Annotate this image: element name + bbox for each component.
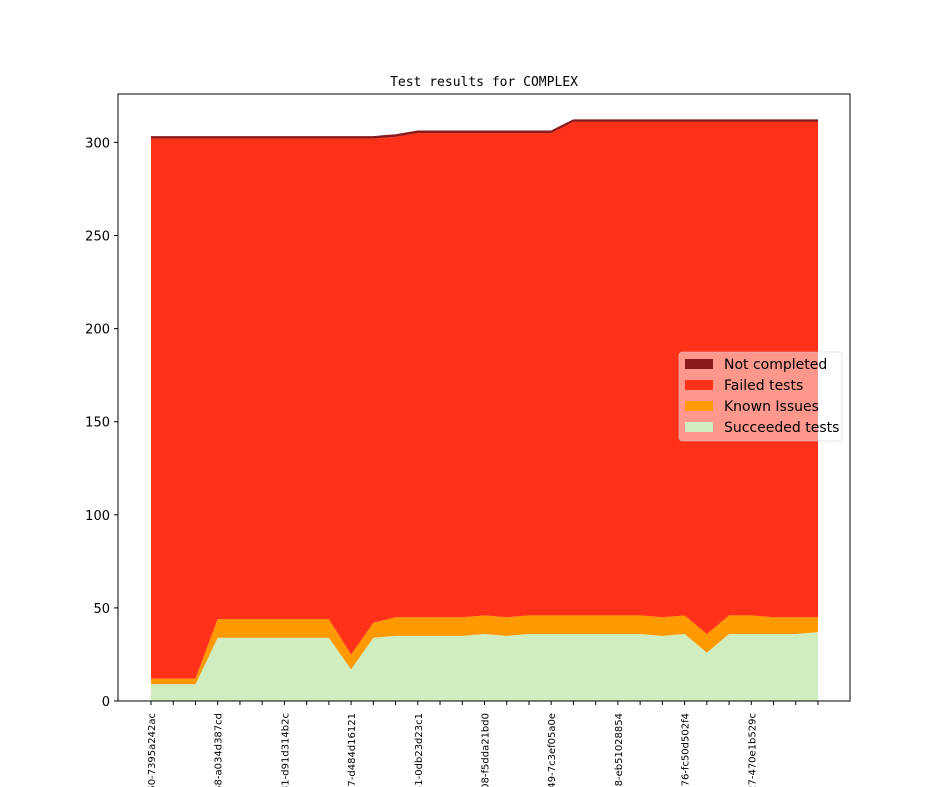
y-tick-label: 200 (85, 323, 110, 338)
y-tick-label: 300 (85, 136, 110, 151)
x-tick-label: 49-7c3ef05a0e (547, 713, 558, 787)
x-tick-label: 58-a034d387cd (214, 713, 225, 787)
legend: Not completed Failed tests Known Issues Suc… (678, 351, 843, 442)
x-tick-label: 08-f5dda21bd0 (481, 713, 492, 787)
legend-swatch (685, 401, 713, 411)
legend-box (678, 351, 843, 442)
legend-label: Failed tests (724, 378, 803, 394)
x-tick-label: 38-eb51028854 (614, 713, 625, 787)
y-tick-label: 250 (85, 230, 110, 245)
y-tick-label: 0 (102, 695, 110, 710)
area-known-issues (151, 615, 818, 685)
area-succeeded-tests (151, 632, 818, 701)
area-failed-tests (151, 121, 818, 679)
y-axis: 0 50 100 150 200 250 300 (85, 136, 118, 710)
plot-areas (151, 119, 818, 701)
x-tick-label: 17-d484d16121 (347, 713, 358, 787)
x-tick-label: 076-fc50d502f4 (681, 713, 692, 787)
legend-label: Not completed (724, 357, 827, 373)
legend-swatch (685, 422, 713, 432)
y-tick-label: 100 (85, 509, 110, 524)
legend-label: Known Issues (724, 399, 819, 415)
line-not-completed (151, 119, 818, 138)
x-tick-label: 81-d91d314b2c (280, 713, 291, 787)
x-tick-label: 27-470e1b529c (747, 713, 758, 787)
x-tick-label: 50-7395a242ac (147, 713, 158, 787)
chart-title: Test results for COMPLEX (390, 75, 578, 90)
y-tick-label: 50 (93, 602, 110, 617)
legend-swatch (685, 380, 713, 390)
legend-label: Succeeded tests (724, 420, 839, 436)
x-tick-label: 41-0db23d23c1 (414, 713, 425, 787)
y-tick-label: 150 (85, 416, 110, 431)
legend-swatch (685, 359, 713, 369)
x-axis: 50-7395a242ac 58-a034d387cd 81-d91d314b2c 1… (147, 701, 819, 787)
